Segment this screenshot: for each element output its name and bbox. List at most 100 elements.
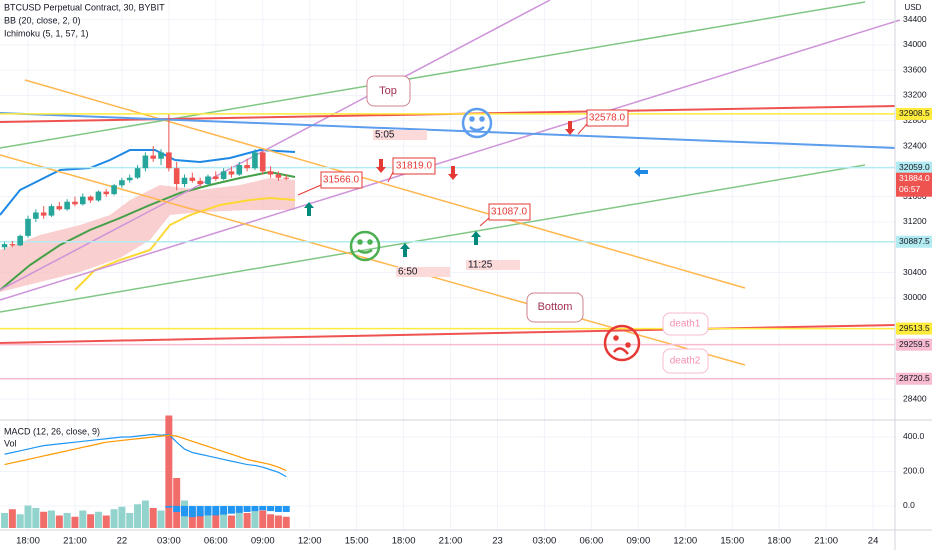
x-tick-label: 09:00 xyxy=(626,536,650,547)
pointer xyxy=(297,184,322,196)
candle-body xyxy=(213,176,219,179)
volume-bar xyxy=(47,510,55,528)
price-callout-text: 31087.0 xyxy=(491,207,528,218)
x-tick-label: 06:00 xyxy=(204,536,228,547)
volume-bar xyxy=(282,516,290,528)
macd-histogram xyxy=(274,505,282,512)
candle-body xyxy=(56,206,63,210)
callout xyxy=(662,348,709,374)
candle-body xyxy=(197,180,203,185)
chart-title: BTCUSD Perpetual Contract, 30, BYBIT xyxy=(4,2,165,12)
macd-histogram xyxy=(204,505,212,516)
macd-histogram xyxy=(243,505,251,512)
trend-line xyxy=(0,1,866,149)
price-label: 32059.0 xyxy=(899,162,930,172)
candle-body xyxy=(119,180,125,186)
macd-histogram xyxy=(188,505,196,518)
volume-bar xyxy=(274,515,282,528)
candle-body xyxy=(173,168,180,185)
price-label-box xyxy=(896,338,932,351)
price-callout-text: 32578.0 xyxy=(589,113,626,124)
x-tick-label: 12:00 xyxy=(673,536,697,547)
candle-body xyxy=(158,152,164,159)
price-callout-text: 31566.0 xyxy=(323,175,360,186)
buy-arrow xyxy=(400,243,410,257)
y-tick-label: 33200 xyxy=(903,90,927,100)
x-tick-label: 21:00 xyxy=(814,536,838,547)
callout xyxy=(366,75,411,107)
price-levels xyxy=(0,113,895,380)
macd-histogram xyxy=(165,505,173,508)
candle-body xyxy=(228,171,235,175)
volume-bar xyxy=(220,511,228,528)
candle-body xyxy=(64,201,70,210)
candle-body xyxy=(267,171,274,175)
volume-bar xyxy=(32,508,40,528)
candle-body xyxy=(283,177,290,179)
trend-line xyxy=(0,112,896,149)
x-tick-label: 03:00 xyxy=(533,536,557,547)
volume-bar xyxy=(110,509,118,528)
callout-text: death2 xyxy=(670,356,701,367)
x-tick-label: 15:00 xyxy=(345,536,369,547)
x-tick-label: 22 xyxy=(117,536,128,547)
sell-arrow xyxy=(376,159,386,173)
candle-body xyxy=(220,171,227,179)
x-tick-label: 18:00 xyxy=(767,536,791,547)
price-label: 30887.5 xyxy=(899,236,930,246)
candle-body xyxy=(87,196,94,201)
x-tick-label: 12:00 xyxy=(298,536,322,547)
volume-bar xyxy=(24,505,32,528)
volume-bar xyxy=(141,500,149,528)
price-label: 31884.0 xyxy=(899,173,930,183)
volume-bar xyxy=(1,513,9,528)
volume-bar xyxy=(173,478,181,528)
pointer xyxy=(479,217,490,227)
candle-body xyxy=(205,176,211,185)
x-tick-label: 24 xyxy=(868,536,879,547)
price-label-box xyxy=(896,372,932,385)
volume-bar xyxy=(126,513,134,528)
volume-bar xyxy=(149,508,157,528)
candle-body xyxy=(181,177,188,185)
price-label-box xyxy=(896,161,932,174)
bb-upper xyxy=(0,148,296,216)
x-tick-label: 09:00 xyxy=(251,536,275,547)
time-label: 11:25 xyxy=(468,260,493,271)
y-tick-label: 28400 xyxy=(903,393,927,403)
candle-body xyxy=(166,152,172,169)
ichimoku-lagging xyxy=(74,196,296,291)
price-label: 32908.5 xyxy=(899,108,930,118)
y-tick-label: 30400 xyxy=(903,267,927,277)
volume-bar xyxy=(55,515,63,528)
macd-histogram xyxy=(212,505,220,516)
macd-tick-label: 200.0 xyxy=(903,466,925,476)
candle-body xyxy=(150,155,157,159)
x-tick-label: 18:00 xyxy=(16,536,40,547)
x-tick-label: 06:00 xyxy=(580,536,604,547)
macd-tick-label: 0.0 xyxy=(903,500,915,510)
volume-bar xyxy=(94,511,102,528)
candle-body xyxy=(252,152,258,169)
y-tick-label: 34000 xyxy=(903,39,927,49)
x-tick-label: 18:00 xyxy=(392,536,416,547)
time-box xyxy=(373,130,427,140)
callout-text: Top xyxy=(379,85,397,97)
candle-body xyxy=(79,196,86,205)
sell-arrow xyxy=(448,166,458,180)
candles xyxy=(1,114,290,250)
signal-line xyxy=(4,434,287,472)
pointer xyxy=(387,171,394,183)
price-label: 28720.5 xyxy=(899,373,930,383)
candle-body xyxy=(189,177,196,181)
left-arrow xyxy=(634,167,648,177)
candle-body xyxy=(236,165,243,175)
ichimoku-cloud xyxy=(0,178,295,292)
x-tick-label: 03:00 xyxy=(157,536,181,547)
axes: 18:00 21:00 22 03:00 06:00 09:00 12:00 15:00 18:… xyxy=(16,14,932,547)
volume-bar xyxy=(243,513,251,528)
candle-body xyxy=(9,244,16,246)
macd-histogram xyxy=(220,505,228,515)
candle-body xyxy=(142,155,149,169)
